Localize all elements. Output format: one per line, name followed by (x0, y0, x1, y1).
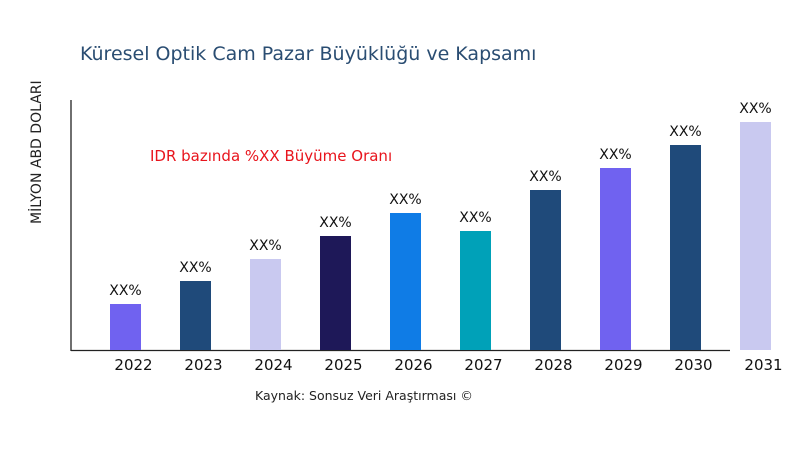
data-label-2027: XX% (459, 210, 491, 226)
bar-2029 (600, 168, 631, 350)
x-tick-label-2027: 2027 (464, 356, 502, 374)
x-tick-label-2030: 2030 (674, 356, 712, 374)
data-label-2031: XX% (739, 101, 771, 117)
x-tick-label-2024: 2024 (254, 356, 292, 374)
y-axis-label: MİLYON ABD DOLARI (27, 80, 45, 224)
bar-2027 (460, 231, 491, 350)
source-note: Kaynak: Sonsuz Veri Araştırması © (255, 388, 473, 403)
data-label-2026: XX% (389, 192, 421, 208)
x-tick-label-2031: 2031 (744, 356, 782, 374)
x-tick-label-2023: 2023 (184, 356, 222, 374)
bar-2025 (320, 236, 351, 350)
bar-2030 (670, 145, 701, 350)
data-label-2023: XX% (179, 260, 211, 276)
data-label-2025: XX% (319, 215, 351, 231)
data-label-2030: XX% (669, 124, 701, 140)
x-tick-label-2025: 2025 (324, 356, 362, 374)
data-label-2022: XX% (109, 283, 141, 299)
data-label-2029: XX% (599, 147, 631, 163)
bar-2026 (390, 213, 421, 350)
chart-title: Küresel Optik Cam Pazar Büyüklüğü ve Kap… (80, 43, 536, 65)
growth-annotation: IDR bazında %XX Büyüme Oranı (150, 147, 392, 165)
bar-2028 (530, 190, 561, 350)
bar-2024 (250, 259, 281, 350)
x-tick-label-2028: 2028 (534, 356, 572, 374)
x-tick-label-2022: 2022 (114, 356, 152, 374)
data-label-2024: XX% (249, 238, 281, 254)
bar-2022 (110, 304, 141, 350)
bar-2031 (740, 122, 771, 350)
data-label-2028: XX% (529, 169, 561, 185)
x-tick-label-2026: 2026 (394, 356, 432, 374)
bar-2023 (180, 281, 211, 350)
x-tick-label-2029: 2029 (604, 356, 642, 374)
